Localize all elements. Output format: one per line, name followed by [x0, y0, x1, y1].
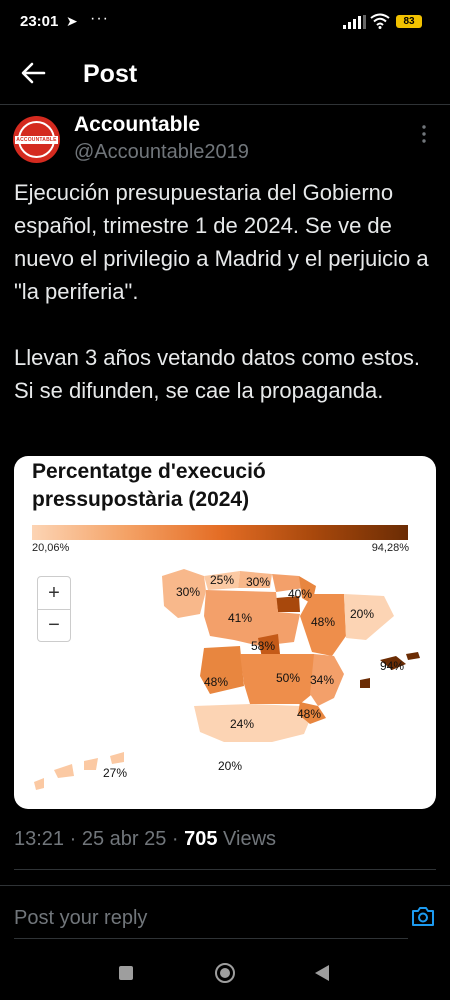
color-scale-bar: [32, 525, 408, 540]
label-cataluna: 20%: [350, 607, 374, 621]
label-galicia: 30%: [176, 585, 200, 599]
label-andalucia: 24%: [230, 717, 254, 731]
label-madrid: 58%: [251, 639, 275, 653]
label-murcia: 48%: [297, 707, 321, 721]
post-paragraph-2: Llevan 3 años vetando datos como estos. …: [14, 345, 421, 403]
chart-title: Percentatge d'execució pressupostària (2…: [32, 460, 266, 511]
region-extremadura: [200, 646, 244, 694]
label-asturias: 25%: [210, 573, 234, 587]
label-baleares: 94%: [380, 659, 404, 673]
more-vertical-icon[interactable]: [421, 124, 427, 144]
region-valencia: [310, 654, 344, 706]
region-baleares: [360, 652, 420, 688]
reply-underline: [14, 938, 408, 939]
chart-image[interactable]: Percentatge d'execució pressupostària (2…: [14, 456, 436, 809]
post-paragraph-1: Ejecución presupuestaria del Gobierno es…: [14, 180, 429, 304]
top-bar: Post: [0, 44, 450, 105]
region-canarias: [34, 752, 124, 790]
camera-icon[interactable]: [411, 905, 435, 927]
label-castilla-la-mancha: 50%: [276, 671, 300, 685]
zoom-control: + −: [37, 576, 71, 642]
system-nav-bar: [0, 946, 450, 1000]
post-meta: 13:21 · 25 abr 25 · 705 Views: [14, 828, 276, 851]
region-galicia: [162, 569, 206, 618]
home-icon[interactable]: [214, 962, 236, 984]
region-cataluna: [344, 594, 394, 640]
avatar-text: ACCOUNTABLE: [15, 135, 58, 144]
label-valencia: 34%: [310, 673, 334, 687]
author-handle[interactable]: @Accountable2019: [74, 141, 249, 163]
divider: [0, 885, 450, 886]
label-extremadura: 48%: [204, 675, 228, 689]
region-madrid: [258, 634, 280, 658]
views-count: 705: [184, 828, 218, 850]
avatar-logo: ACCOUNTABLE: [15, 121, 58, 158]
label-cantabria: 30%: [246, 575, 270, 589]
label-ceuta-melilla: 20%: [218, 759, 242, 773]
divider: [14, 869, 436, 870]
region-la-rioja: [276, 596, 300, 612]
wifi-icon: [370, 13, 390, 29]
region-cantabria: [238, 571, 272, 588]
author-name[interactable]: Accountable: [74, 113, 201, 136]
post-timestamp: 13:21 · 25 abr 25 ·: [14, 828, 185, 850]
region-murcia: [298, 702, 326, 724]
label-canarias: 27%: [103, 766, 127, 780]
telegram-icon: ➤: [66, 13, 78, 29]
views-label: Views: [217, 828, 277, 850]
signal-icon: [343, 15, 366, 29]
label-pais-vasco: 40%: [288, 587, 312, 601]
region-pais-vasco: [272, 574, 304, 592]
avatar[interactable]: ACCOUNTABLE: [13, 116, 60, 163]
zoom-in-button[interactable]: +: [38, 577, 70, 610]
post-text: Ejecución presupuestaria del Gobierno es…: [14, 176, 434, 407]
spain-map: 30% 25% 30% 40% 20% 41% 48% 58% 48% 50% …: [34, 569, 420, 790]
page-title: Post: [83, 60, 138, 88]
reply-input[interactable]: [14, 904, 394, 932]
recents-icon[interactable]: [119, 966, 133, 980]
label-aragon: 48%: [311, 615, 335, 629]
status-more: ···: [90, 10, 109, 27]
region-andalucia: [194, 704, 314, 742]
label-castilla-leon: 41%: [228, 611, 252, 625]
arrow-left-icon[interactable]: [20, 60, 46, 86]
status-bar: 23:01 ➤ ··· 83: [0, 0, 450, 44]
scale-max-label: 94,28%: [371, 542, 409, 554]
status-time: 23:01: [20, 13, 59, 30]
region-asturias: [204, 571, 240, 590]
back-triangle-icon[interactable]: [314, 964, 330, 982]
region-aragon: [300, 594, 346, 656]
region-castilla-la-mancha: [240, 654, 322, 704]
battery-icon: 83: [396, 15, 422, 28]
zoom-out-button[interactable]: −: [48, 614, 60, 636]
scale-min-label: 20,06%: [32, 542, 70, 554]
region-castilla-leon: [204, 590, 300, 646]
